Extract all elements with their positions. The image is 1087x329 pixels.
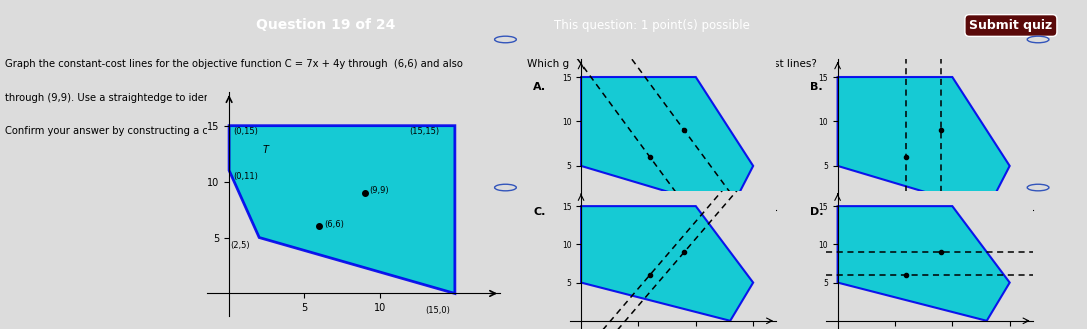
Text: (9,9): (9,9) (370, 186, 389, 195)
Text: B.: B. (810, 82, 823, 92)
Text: A.: A. (533, 82, 546, 92)
Text: (0,11): (0,11) (234, 171, 259, 181)
Polygon shape (838, 206, 1010, 321)
Text: (15,15): (15,15) (410, 127, 440, 136)
Text: Graph the constant-cost lines for the objective function C = 7x + 4y through  (6: Graph the constant-cost lines for the ob… (5, 59, 463, 69)
Polygon shape (582, 206, 753, 321)
Text: Submit quiz: Submit quiz (970, 19, 1052, 32)
Text: This question: 1 point(s) possible: This question: 1 point(s) possible (554, 19, 750, 32)
Text: Question 19 of 24: Question 19 of 24 (257, 18, 396, 33)
Polygon shape (838, 77, 1010, 210)
Polygon shape (582, 77, 753, 210)
Text: D.: D. (810, 207, 824, 217)
Text: (0,15): (0,15) (234, 127, 259, 136)
Polygon shape (229, 126, 454, 293)
Text: (2,5): (2,5) (230, 241, 250, 250)
Text: Which graph below has the correct constant-cost lines?: Which graph below has the correct consta… (527, 59, 817, 69)
Text: T: T (262, 145, 268, 155)
Text: through (9,9). Use a straightedge to identify the corner point where the minimum: through (9,9). Use a straightedge to ide… (5, 93, 476, 103)
Text: Confirm your answer by constructing a corner point table.: Confirm your answer by constructing a co… (5, 126, 295, 136)
Text: (15,0): (15,0) (425, 306, 450, 315)
Text: (6,6): (6,6) (324, 220, 343, 229)
Text: C.: C. (533, 207, 546, 217)
